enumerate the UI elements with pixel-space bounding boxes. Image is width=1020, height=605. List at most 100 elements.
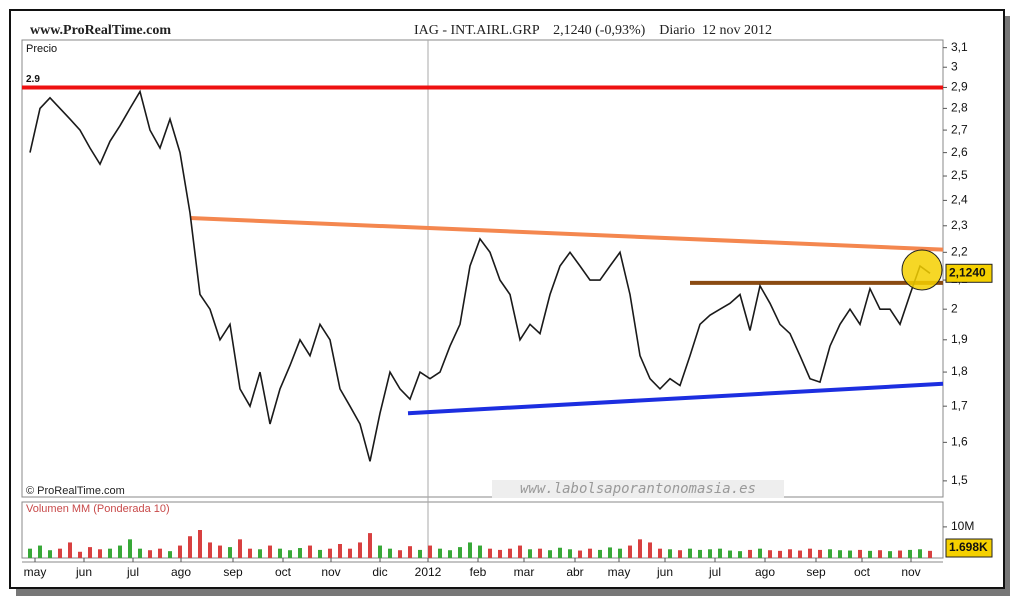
volume-bar [898, 550, 902, 558]
volume-bar [398, 550, 402, 558]
volume-bar [508, 548, 512, 558]
volume-bar [828, 549, 832, 558]
x-tick-label: abr [566, 565, 583, 579]
volume-bar [148, 550, 152, 558]
volume-bar [588, 548, 592, 558]
volume-bar [918, 549, 922, 558]
volume-bar [628, 545, 632, 558]
volume-bar [418, 549, 422, 558]
volume-bar [408, 546, 412, 558]
volume-bar [538, 548, 542, 558]
volume-bar [288, 550, 292, 558]
volume-bar [138, 548, 142, 558]
volume-bar [328, 548, 332, 558]
x-tick-label: sep [223, 565, 243, 579]
volume-bar [488, 548, 492, 558]
volume-bar [238, 539, 242, 558]
volume-bar [638, 539, 642, 558]
y-tick-label: 2,8 [951, 101, 968, 115]
volume-title: Volumen MM (Ponderada 10) [26, 503, 170, 515]
volume-bar [548, 550, 552, 558]
y-tick-label: 2,2 [951, 244, 968, 258]
volume-bar [618, 548, 622, 558]
volume-bar [778, 550, 782, 558]
volume-bar [38, 545, 42, 558]
volume-bar [158, 548, 162, 558]
volume-bar [388, 548, 392, 558]
x-tick-label: mar [514, 565, 535, 579]
x-tick-label: may [24, 565, 47, 579]
x-tick-label: nov [321, 565, 340, 579]
watermark-bg [492, 480, 784, 498]
volume-bar [468, 542, 472, 558]
volume-bar [348, 548, 352, 558]
current-price-label: 2,1240 [949, 265, 986, 279]
current-price-box [945, 263, 993, 283]
y-tick-label: 2,6 [951, 145, 968, 159]
volume-bar [358, 542, 362, 558]
volume-bar [698, 549, 702, 558]
volume-bar [608, 547, 612, 558]
volume-bar [728, 550, 732, 558]
volume-bar [748, 549, 752, 558]
y-tick-label: 2,9 [951, 80, 968, 94]
volume-bar [98, 549, 102, 558]
volume-bar [188, 536, 192, 558]
x-tick-label: ago [171, 565, 191, 579]
volume-bar [258, 549, 262, 558]
y-tick-label: 1,7 [951, 398, 968, 412]
volume-bar [558, 547, 562, 558]
volume-bar [118, 545, 122, 558]
x-tick-label: sep [806, 565, 826, 579]
y-tick-label: 2 [951, 301, 958, 315]
volume-bar [868, 550, 872, 558]
x-tick-label: dic [372, 565, 387, 579]
volume-bar [758, 548, 762, 558]
price-line [29, 89, 931, 462]
chart-title: IAG - INT.AIRL.GRP 2,1240 (-0,93%) Diari… [414, 23, 772, 38]
x-tick-label: feb [470, 565, 487, 579]
volume-bar [78, 551, 82, 558]
site: www.ProRealTime.com [30, 23, 171, 38]
volume-bar [318, 549, 322, 558]
panel-label: Precio [26, 43, 57, 55]
x-tick-label: ago [755, 565, 775, 579]
volume-bar [168, 551, 172, 558]
current-volume-label: 1.698K [949, 540, 988, 554]
volume-bar [108, 548, 112, 558]
volume-bar [738, 551, 742, 558]
x-tick-label: oct [854, 565, 871, 579]
volume-panel [21, 501, 944, 559]
volume-bar [718, 548, 722, 558]
volume-bar [338, 544, 342, 558]
volume-bar [438, 548, 442, 558]
volume-bar [848, 550, 852, 558]
x-tick-label: jun [656, 565, 673, 579]
volume-bar [368, 533, 372, 558]
volume-bar [68, 542, 72, 558]
copyright: © ProRealTime.com [26, 485, 125, 497]
volume-bar [278, 548, 282, 558]
volume-bar [428, 545, 432, 558]
volume-bar [908, 549, 912, 558]
volume-bar [788, 549, 792, 558]
trend-line [407, 381, 944, 416]
x-tick-label: nov [901, 565, 920, 579]
price-panel [21, 39, 944, 498]
y-tick-label: 1,5 [951, 473, 968, 487]
volume-bar [128, 539, 132, 558]
volume-bar [518, 545, 522, 558]
volume-bar [688, 548, 692, 558]
x-tick-label: jul [708, 565, 721, 579]
y-tick-label: 2,3 [951, 218, 968, 232]
volume-bar [88, 547, 92, 558]
volume-bar [678, 550, 682, 558]
volume-bar [58, 548, 62, 558]
volume-bar [878, 550, 882, 558]
volume-bar [378, 545, 382, 558]
watermark: www.labolsaporantonomasia.es [520, 481, 756, 497]
volume-bar [48, 550, 52, 558]
y-tick-label: 2,4 [951, 193, 968, 207]
x-tick-label: oct [275, 565, 292, 579]
volume-bar [568, 549, 572, 558]
